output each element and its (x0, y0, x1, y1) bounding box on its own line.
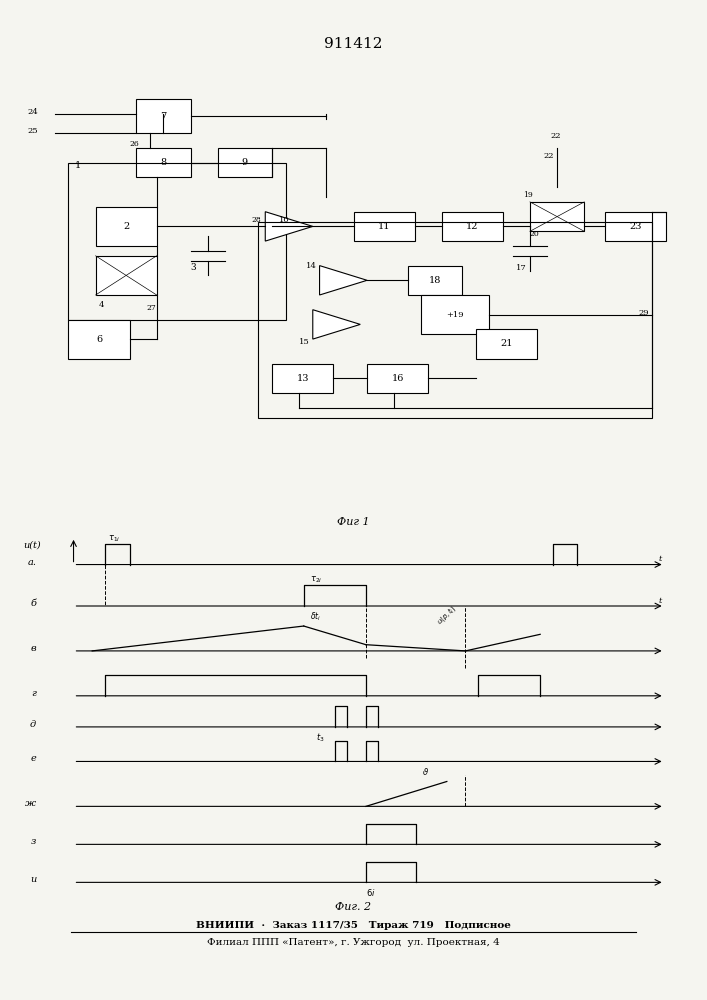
Text: 7: 7 (160, 112, 167, 121)
Text: и: и (30, 875, 36, 884)
Text: 22: 22 (550, 132, 561, 140)
Text: 21: 21 (500, 340, 513, 349)
Text: 12: 12 (466, 222, 479, 231)
Text: 15: 15 (299, 338, 310, 346)
Bar (367, 364, 428, 393)
Bar (95, 256, 157, 295)
Text: t: t (658, 597, 662, 605)
Text: 28: 28 (252, 216, 262, 224)
Text: 14: 14 (306, 262, 317, 270)
Bar (354, 212, 414, 241)
Text: $u(p,t_i)$: $u(p,t_i)$ (434, 603, 459, 627)
Text: 3: 3 (191, 263, 197, 272)
Bar (136, 148, 191, 177)
Text: 13: 13 (296, 374, 309, 383)
Text: t: t (658, 555, 662, 563)
Text: 4: 4 (99, 301, 105, 309)
Text: +19: +19 (447, 311, 464, 319)
Text: 8: 8 (160, 158, 167, 167)
Text: г: г (31, 689, 36, 698)
Text: 22: 22 (544, 152, 554, 160)
Text: $\vartheta$: $\vartheta$ (422, 766, 429, 777)
Text: $t_3$: $t_3$ (316, 732, 325, 744)
Text: е: е (30, 754, 36, 763)
Text: ж: ж (25, 799, 36, 808)
Text: 25: 25 (28, 127, 38, 135)
Text: 19: 19 (523, 191, 533, 199)
Bar (442, 212, 503, 241)
Bar (136, 99, 191, 133)
Bar (69, 163, 286, 320)
Text: з: з (31, 837, 36, 846)
Bar (530, 202, 584, 231)
Text: $\tau_{1i}$: $\tau_{1i}$ (107, 533, 120, 544)
Text: 23: 23 (629, 222, 641, 231)
Text: Фиг. 2: Фиг. 2 (335, 902, 372, 912)
Text: 27: 27 (146, 304, 156, 312)
Bar (218, 148, 272, 177)
Text: $\tau_{2i}$: $\tau_{2i}$ (310, 575, 322, 585)
Text: 17: 17 (516, 264, 527, 272)
Bar (272, 364, 333, 393)
Text: 911412: 911412 (325, 37, 382, 51)
Text: 1: 1 (75, 161, 81, 170)
Text: 24: 24 (28, 108, 38, 116)
Bar (604, 212, 666, 241)
Bar (95, 207, 157, 246)
Polygon shape (312, 310, 361, 339)
Bar (408, 266, 462, 295)
Text: в: в (30, 644, 36, 653)
Text: 18: 18 (428, 276, 441, 285)
Text: 9: 9 (242, 158, 248, 167)
Bar (421, 295, 489, 334)
Text: $\delta t_i$: $\delta t_i$ (310, 611, 321, 623)
Text: 10: 10 (279, 216, 289, 224)
Polygon shape (265, 212, 312, 241)
Text: 16: 16 (392, 374, 404, 383)
Text: 20: 20 (530, 230, 539, 238)
Text: д: д (30, 720, 36, 729)
Text: 6: 6 (96, 335, 102, 344)
Text: б: б (30, 599, 36, 608)
Bar (259, 222, 652, 418)
Text: Фиг 1: Фиг 1 (337, 517, 370, 527)
Text: Филиал ППП «Патент», г. Ужгород  ул. Проектная, 4: Филиал ППП «Патент», г. Ужгород ул. Прое… (207, 938, 500, 947)
Polygon shape (320, 266, 367, 295)
Text: 29: 29 (638, 309, 649, 317)
Text: 26: 26 (129, 140, 139, 148)
Text: ВНИИПИ  ·  Заказ 1117/35   Тираж 719   Подписное: ВНИИПИ · Заказ 1117/35 Тираж 719 Подписн… (196, 921, 511, 930)
Text: 2: 2 (123, 222, 129, 231)
Text: u(t): u(t) (24, 540, 42, 549)
Bar (476, 329, 537, 359)
Text: $\mathit{6i}$: $\mathit{6i}$ (366, 887, 375, 898)
Bar (69, 320, 129, 359)
Text: 11: 11 (378, 222, 390, 231)
Text: а.: а. (27, 558, 36, 567)
